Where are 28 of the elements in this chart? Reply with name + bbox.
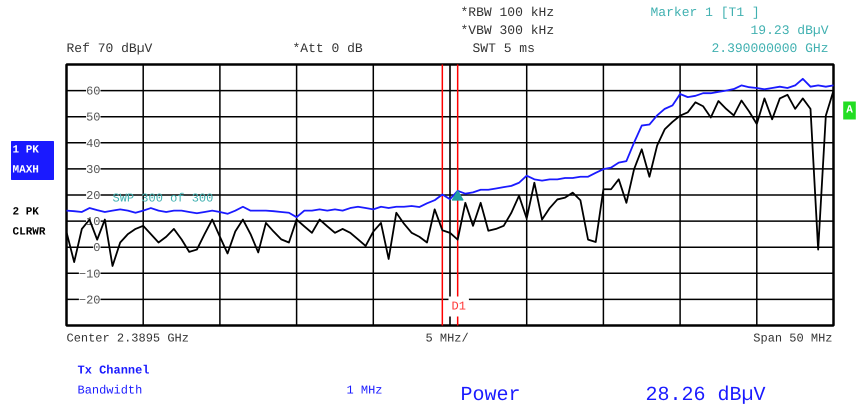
y-tick-label: −20 bbox=[78, 293, 101, 308]
text: 19.23 dBµV bbox=[750, 23, 829, 38]
y-tick-label: 60 bbox=[86, 84, 101, 99]
y-tick-label: 50 bbox=[86, 110, 101, 125]
text: Ref 70 dBµV bbox=[66, 41, 153, 56]
text: SWT 5 ms bbox=[472, 41, 535, 56]
y-tick-label: 0 bbox=[93, 241, 100, 256]
text: Tx Channel bbox=[78, 364, 150, 378]
series-label: 2 PK CLRWR bbox=[12, 206, 46, 238]
text: Marker 1 [T1 ] bbox=[650, 5, 760, 20]
y-tick-label: −10 bbox=[78, 267, 101, 282]
text: *RBW 100 kHz bbox=[460, 5, 554, 20]
text: 2.390000000 GHz bbox=[711, 41, 829, 56]
text: Span 50 MHz bbox=[753, 332, 833, 346]
text: Bandwidth bbox=[78, 384, 142, 398]
y-tick-label: 40 bbox=[86, 136, 101, 151]
text: 1 PK MAXH bbox=[12, 144, 40, 176]
y-tick-label: 30 bbox=[86, 162, 101, 177]
text: Center 2.3895 GHz bbox=[66, 332, 189, 346]
text: 1 MHz bbox=[346, 384, 383, 398]
text: A bbox=[846, 104, 854, 116]
text: Power bbox=[460, 384, 521, 407]
text: *Att 0 dB bbox=[292, 41, 363, 56]
text: *VBW 300 kHz bbox=[460, 23, 554, 38]
y-tick-label: 20 bbox=[86, 189, 101, 203]
annotation: D1 bbox=[452, 300, 466, 314]
text: 5 MHz/ bbox=[426, 332, 469, 346]
text: 28.26 dBµV bbox=[646, 384, 766, 407]
